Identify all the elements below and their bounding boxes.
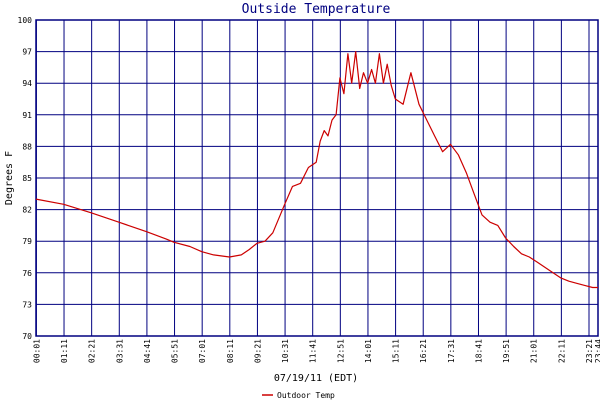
y-tick-label: 100	[18, 16, 33, 25]
x-tick-label: 18:41	[474, 339, 483, 363]
x-axis-label: 07/19/11 (EDT)	[274, 373, 358, 384]
x-tick-labels: 00:01 01:11 02:21 03:31 04:41 05:51 07:01 08:11…	[32, 339, 600, 363]
x-tick-label: 19:51	[502, 339, 511, 363]
x-tick-label: 09:21	[253, 339, 262, 363]
series-line-outdoor-temp	[35, 50, 598, 289]
x-tick-label: 08:11	[226, 339, 235, 363]
series-layer	[35, 50, 598, 289]
y-tick-label: 79	[22, 237, 32, 246]
x-tick-label: 21:01	[530, 339, 539, 363]
y-tick-label: 70	[22, 332, 32, 341]
grid-lines	[35, 20, 598, 336]
legend: Outdoor Temp	[262, 391, 335, 400]
x-tick-label: 23:21	[585, 339, 594, 363]
x-tick-label: 16:21	[419, 339, 428, 363]
x-tick-label: 03:31	[115, 339, 124, 363]
x-tick-label: 22:11	[557, 339, 566, 363]
x-tick-label: 15:11	[392, 339, 401, 363]
x-tick-label: 04:41	[143, 339, 152, 363]
y-tick-label: 91	[22, 111, 32, 120]
legend-label-outdoor-temp: Outdoor Temp	[277, 391, 335, 400]
x-tick-label: 17:31	[447, 339, 456, 363]
y-axis-label: Degrees F	[4, 151, 15, 205]
x-tick-label: 10:31	[281, 339, 290, 363]
y-tick-label: 88	[22, 142, 32, 151]
x-tick-label: 23:44	[594, 339, 600, 363]
y-tick-label: 85	[22, 174, 32, 183]
y-tick-labels: 70 73 76 79 82 85 88 91 94 97 100	[18, 16, 33, 341]
x-tick-label: 11:41	[309, 339, 318, 363]
x-tick-label: 02:21	[88, 339, 97, 363]
x-tick-label: 14:01	[364, 339, 373, 363]
chart-title: Outside Temperature	[242, 2, 391, 17]
x-tick-label: 05:51	[171, 339, 180, 363]
y-tick-label: 97	[22, 48, 32, 57]
x-tick-label: 01:11	[60, 339, 69, 363]
x-tick-label: 07:01	[198, 339, 207, 363]
y-tick-label: 82	[22, 206, 32, 215]
y-tick-label: 73	[22, 300, 32, 309]
y-tick-label: 76	[22, 269, 32, 278]
y-tick-label: 94	[22, 79, 32, 88]
x-tick-label: 00:01	[32, 339, 41, 363]
x-tick-label: 12:51	[336, 339, 345, 363]
